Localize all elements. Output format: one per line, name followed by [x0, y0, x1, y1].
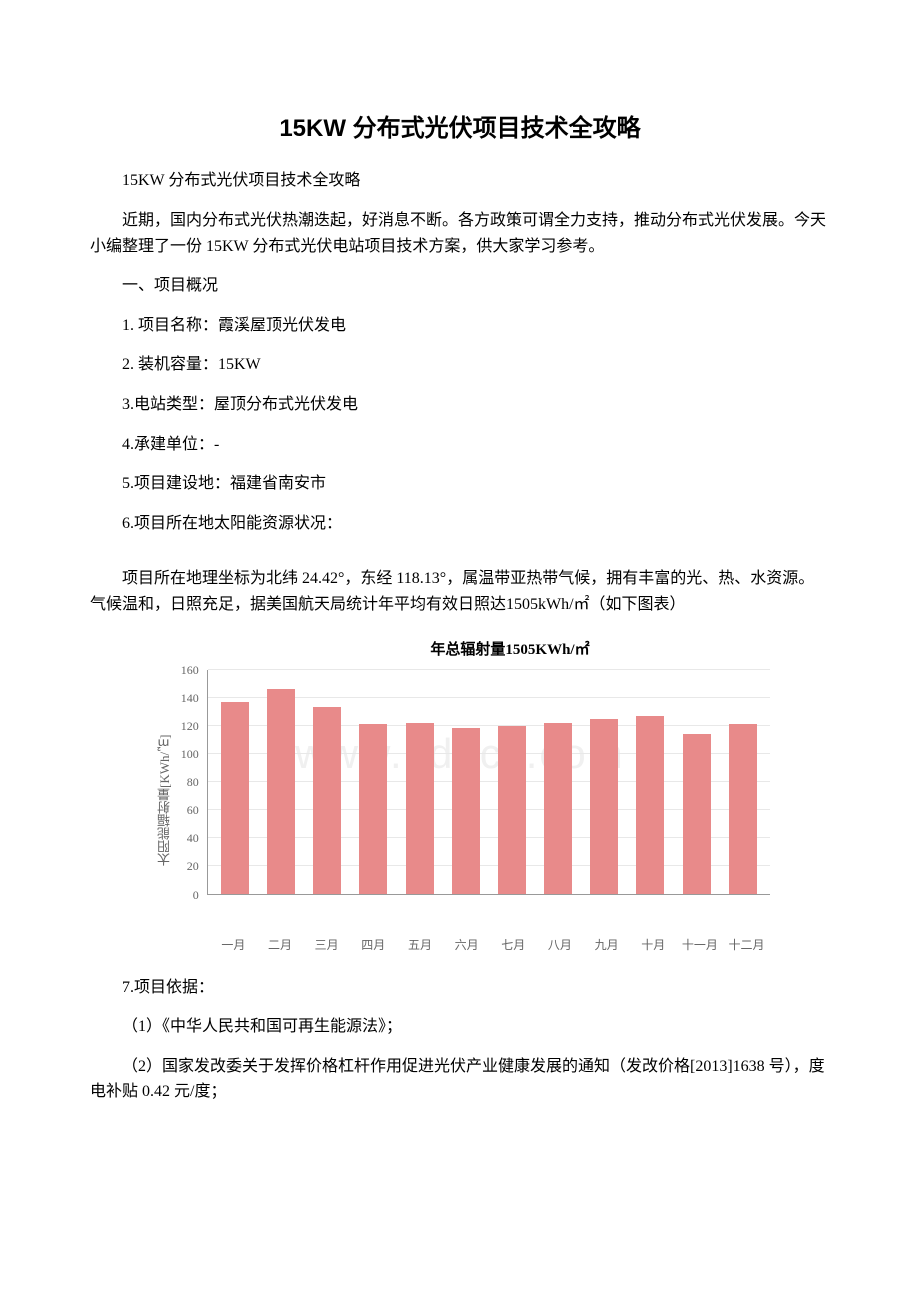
chart-x-tick: 八月 — [542, 936, 578, 955]
chart-bar — [590, 719, 618, 894]
chart-bar — [221, 702, 249, 894]
chart-grid-line — [208, 669, 770, 670]
chart-x-tick: 十月 — [635, 936, 671, 955]
radiation-chart: 年总辐射量1505KWh/㎡ 太阳能辐射量[KWh/㎡] 16014012010… — [150, 638, 770, 955]
item-basis: 7.项目依据： — [90, 975, 830, 1001]
basis-item-1: （1）《中华人民共和国可再生能源法》； — [90, 1014, 830, 1040]
chart-bar — [729, 724, 757, 893]
item-capacity: 2. 装机容量：15KW — [90, 352, 830, 378]
chart-bar — [544, 723, 572, 894]
chart-x-tick: 六月 — [449, 936, 485, 955]
basis-item-2: （2）国家发改委关于发挥价格杠杆作用促进光伏产业健康发展的通知（发改价格[201… — [90, 1054, 830, 1105]
chart-x-tick: 二月 — [262, 936, 298, 955]
chart-x-tick: 五月 — [402, 936, 438, 955]
chart-bar — [406, 723, 434, 894]
chart-bar — [267, 689, 295, 893]
chart-bar — [636, 716, 664, 894]
item-solar-resource: 6.项目所在地太阳能资源状况： — [90, 511, 830, 537]
item-station-type: 3.电站类型：屋顶分布式光伏发电 — [90, 392, 830, 418]
chart-x-tick: 十一月 — [682, 936, 718, 955]
chart-x-tick: 十二月 — [729, 936, 765, 955]
chart-bar — [359, 724, 387, 893]
chart-bar — [683, 734, 711, 894]
chart-bar — [452, 728, 480, 893]
document-content: 15KW 分布式光伏项目技术全攻略 15KW 分布式光伏项目技术全攻略 近期，国… — [90, 110, 830, 1105]
chart-plot-area — [207, 670, 770, 895]
chart-title: 年总辐射量1505KWh/㎡ — [150, 638, 770, 662]
chart-bar — [498, 726, 526, 894]
intro-paragraph: 近期，国内分布式光伏热潮迭起，好消息不断。各方政策可谓全力支持，推动分布式光伏发… — [90, 208, 830, 259]
chart-y-axis-label: 太阳能辐射量[KWh/㎡] — [150, 670, 181, 930]
item-location: 5.项目建设地：福建省南安市 — [90, 471, 830, 497]
item-contractor: 4.承建单位：- — [90, 432, 830, 458]
chart-x-tick: 四月 — [355, 936, 391, 955]
document-title: 15KW 分布式光伏项目技术全攻略 — [90, 110, 830, 148]
chart-x-tick: 九月 — [589, 936, 625, 955]
chart-bar — [313, 707, 341, 893]
chart-y-axis: 160140120100806040200 — [181, 670, 207, 895]
subtitle-line: 15KW 分布式光伏项目技术全攻略 — [90, 168, 830, 194]
item-project-name: 1. 项目名称：霞溪屋顶光伏发电 — [90, 313, 830, 339]
geo-description: 项目所在地理坐标为北纬 24.42°，东经 118.13°，属温带亚热带气候，拥… — [90, 566, 830, 617]
chart-x-tick: 一月 — [215, 936, 251, 955]
chart-x-axis: 一月二月三月四月五月六月七月八月九月十月十一月十二月 — [150, 936, 770, 955]
chart-x-tick: 三月 — [309, 936, 345, 955]
section-heading-1: 一、项目概况 — [90, 273, 830, 299]
chart-x-tick: 七月 — [495, 936, 531, 955]
